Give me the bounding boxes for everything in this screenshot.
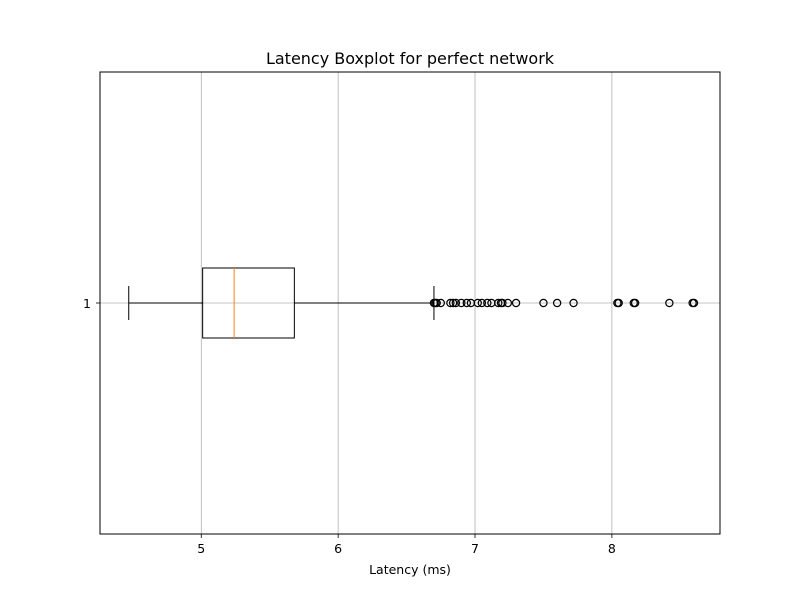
outlier-point xyxy=(448,298,458,308)
outlier-point xyxy=(462,298,471,308)
x-tick-label: 5 xyxy=(197,541,205,556)
outlier-point xyxy=(665,298,674,308)
outlier-point xyxy=(436,298,445,308)
x-axis-ticks: 5 6 7 8 xyxy=(197,534,616,556)
chart-title: Latency Boxplot for perfect network xyxy=(266,49,555,68)
x-tick-label: 8 xyxy=(608,541,616,556)
outlier-point xyxy=(569,298,578,308)
y-axis-ticks: 1 xyxy=(83,296,100,311)
outlier-point xyxy=(457,298,466,308)
x-tick-label: 6 xyxy=(334,541,342,556)
outlier-point xyxy=(494,298,503,308)
outlier-point xyxy=(451,298,461,308)
outlier-point xyxy=(689,298,699,308)
outlier-point xyxy=(446,298,455,308)
outlier-point xyxy=(473,298,482,308)
outlier-point xyxy=(630,298,640,308)
x-axis-label: Latency (ms) xyxy=(369,562,451,577)
outlier-point xyxy=(539,298,548,308)
outlier-point xyxy=(498,298,507,308)
plot-area xyxy=(128,267,699,339)
outlier-point xyxy=(477,298,487,308)
outlier-point xyxy=(432,298,441,308)
outlier-point xyxy=(511,298,521,308)
outlier-point xyxy=(614,298,623,308)
y-tick-label: 1 xyxy=(83,296,91,311)
iqr-box xyxy=(202,267,295,339)
outlier-point xyxy=(503,298,513,308)
outlier-point xyxy=(552,298,562,308)
x-tick-label: 7 xyxy=(471,541,479,556)
outlier-point xyxy=(483,298,492,308)
